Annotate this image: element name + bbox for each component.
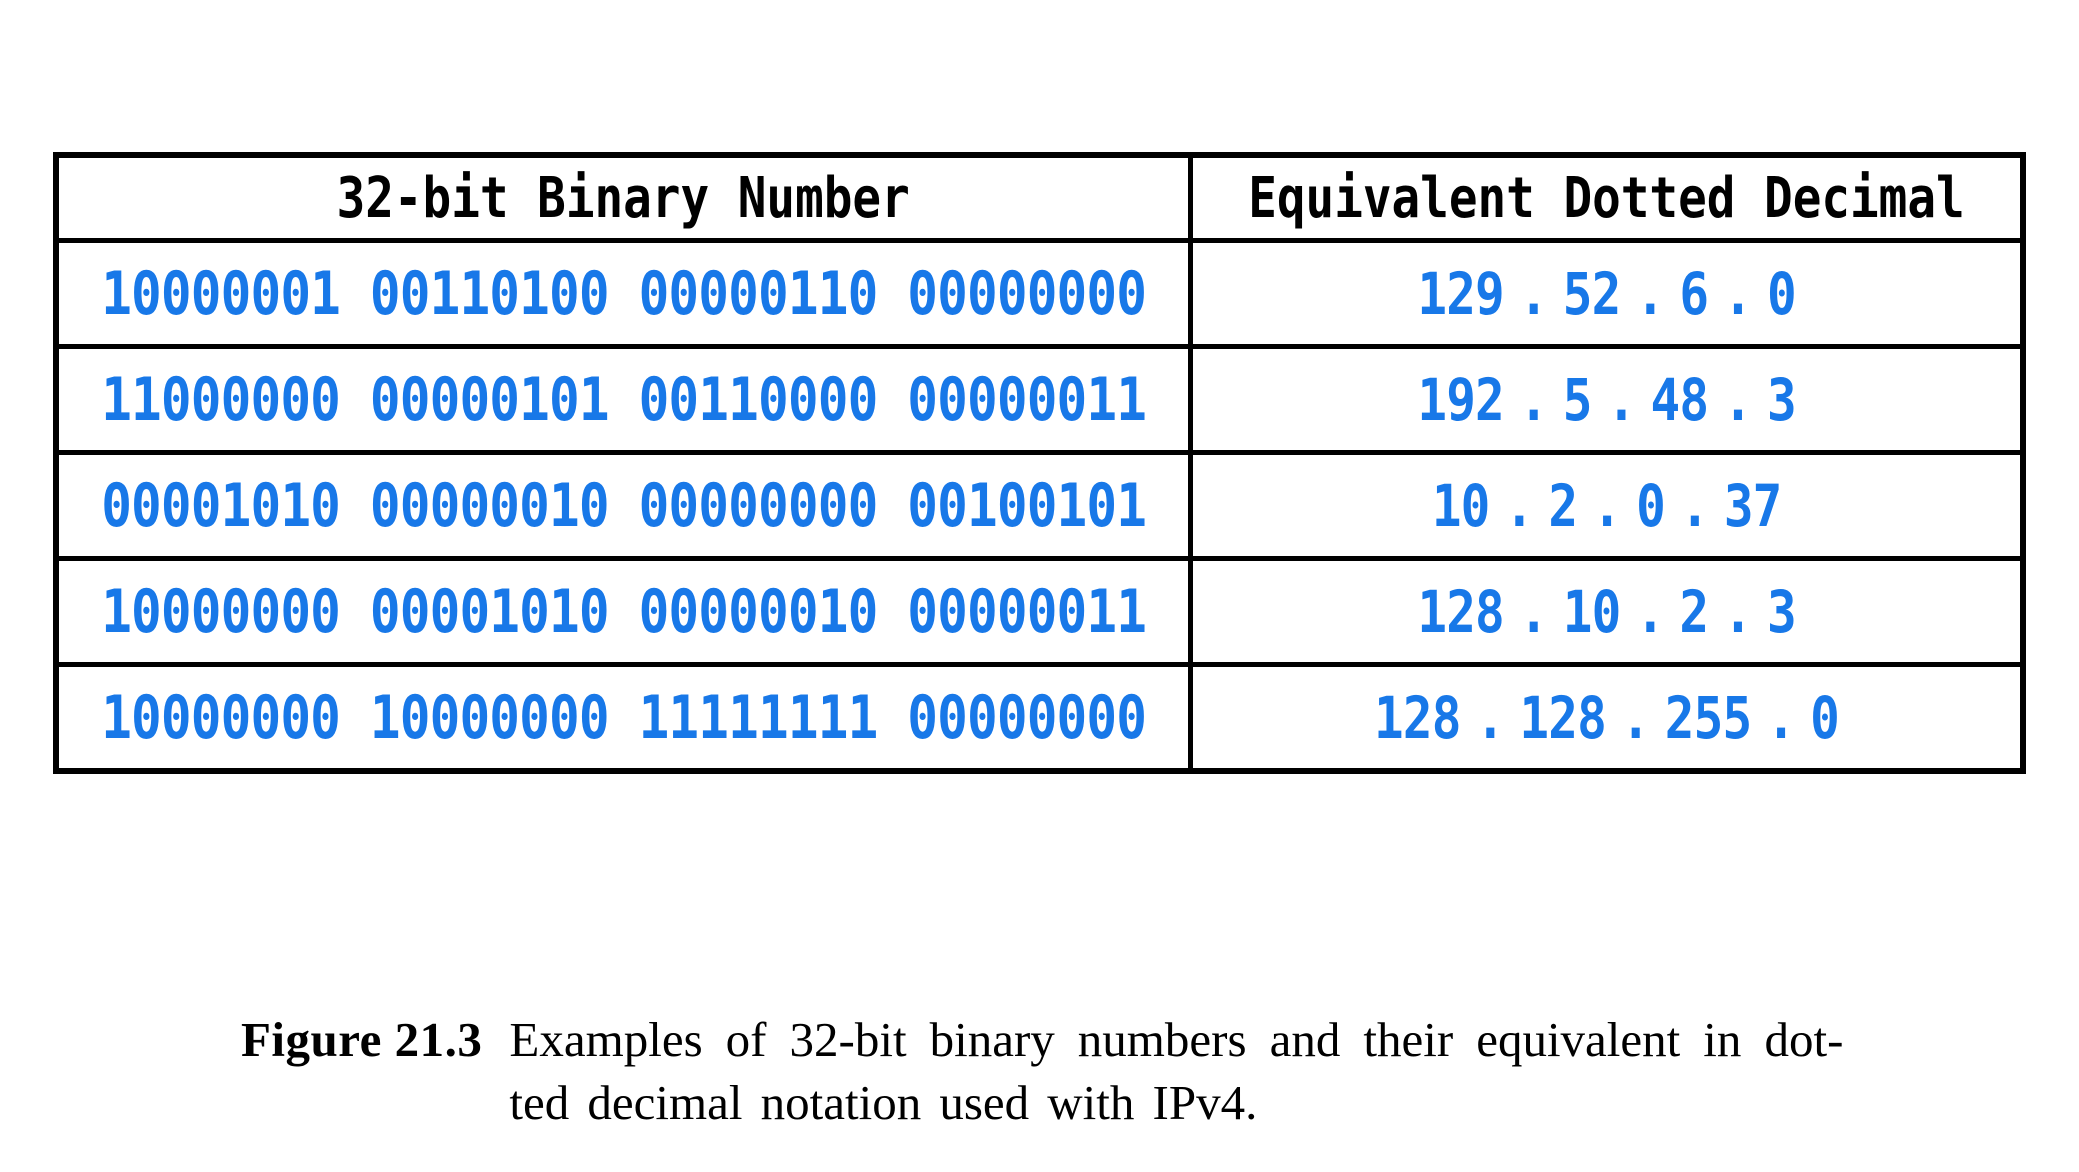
table-row: 00001010 00000010 00000000 00100101 10 .… xyxy=(59,450,2020,556)
binary-value: 11000000 00000101 00110000 00000011 xyxy=(101,364,1147,435)
table-row: 10000001 00110100 00000110 00000000 129 … xyxy=(59,238,2020,344)
binary-value: 10000000 10000000 11111111 00000000 xyxy=(101,682,1147,753)
table-row: 10000000 00001010 00000010 00000011 128 … xyxy=(59,556,2020,662)
decimal-cell: 128 . 128 . 255 . 0 xyxy=(1193,667,2020,768)
table-row: 11000000 00000101 00110000 00000011 192 … xyxy=(59,344,2020,450)
column-header-binary-label: 32-bit Binary Number xyxy=(336,165,911,231)
decimal-cell: 10 . 2 . 0 . 37 xyxy=(1193,455,2020,556)
figure-caption: Figure 21.3 Examples of 32-bit binary nu… xyxy=(241,1008,1881,1134)
binary-cell: 11000000 00000101 00110000 00000011 xyxy=(59,349,1193,450)
binary-decimal-table: 32-bit Binary Number Equivalent Dotted D… xyxy=(53,152,2026,774)
decimal-cell: 128 . 10 . 2 . 3 xyxy=(1193,561,2020,662)
binary-value: 10000001 00110100 00000110 00000000 xyxy=(101,258,1147,329)
decimal-value: 128 . 10 . 2 . 3 xyxy=(1417,577,1796,646)
decimal-value: 128 . 128 . 255 . 0 xyxy=(1374,683,1840,752)
figure-caption-text: Examples of 32-bit binary numbers and th… xyxy=(509,1008,1843,1134)
binary-value: 00001010 00000010 00000000 00100101 xyxy=(101,470,1147,541)
decimal-value: 10 . 2 . 0 . 37 xyxy=(1431,471,1783,540)
decimal-value: 192 . 5 . 48 . 3 xyxy=(1417,365,1796,434)
decimal-cell: 192 . 5 . 48 . 3 xyxy=(1193,349,2020,450)
column-header-binary: 32-bit Binary Number xyxy=(59,158,1193,238)
column-header-decimal-label: Equivalent Dotted Decimal xyxy=(1248,165,1965,231)
figure-caption-line2: ted decimal notation used with IPv4. xyxy=(509,1075,1258,1130)
figure-caption-line1: Examples of 32-bit binary numbers and th… xyxy=(509,1012,1844,1067)
column-header-decimal: Equivalent Dotted Decimal xyxy=(1193,158,2020,238)
binary-cell: 10000001 00110100 00000110 00000000 xyxy=(59,243,1193,344)
table-header-row: 32-bit Binary Number Equivalent Dotted D… xyxy=(59,158,2020,238)
decimal-cell: 129 . 52 . 6 . 0 xyxy=(1193,243,2020,344)
figure-caption-label: Figure 21.3 xyxy=(241,1012,483,1067)
binary-cell: 00001010 00000010 00000000 00100101 xyxy=(59,455,1193,556)
table-row: 10000000 10000000 11111111 00000000 128 … xyxy=(59,662,2020,768)
binary-value: 10000000 00001010 00000010 00000011 xyxy=(101,576,1147,647)
binary-cell: 10000000 00001010 00000010 00000011 xyxy=(59,561,1193,662)
decimal-value: 129 . 52 . 6 . 0 xyxy=(1417,259,1796,328)
binary-cell: 10000000 10000000 11111111 00000000 xyxy=(59,667,1193,768)
